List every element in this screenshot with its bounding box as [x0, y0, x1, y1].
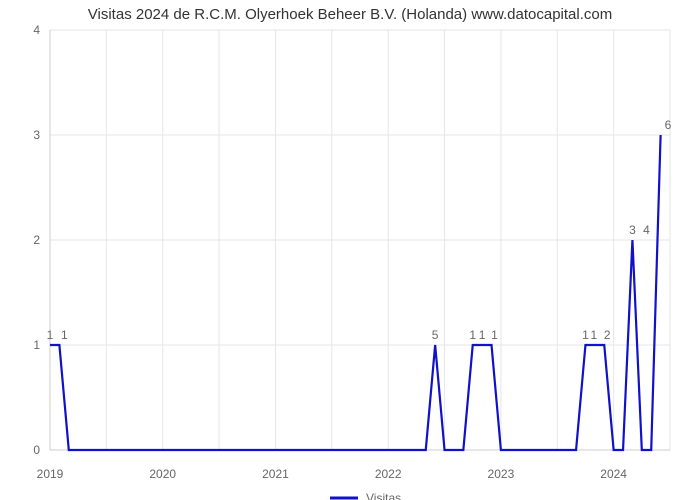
- legend-label: Visitas: [366, 491, 401, 500]
- point-label: 2: [604, 328, 611, 342]
- point-label: 4: [643, 223, 650, 237]
- y-tick-label: 4: [33, 23, 40, 37]
- point-label: 1: [491, 328, 498, 342]
- visits-chart: Visitas 2024 de R.C.M. Olyerhoek Beheer …: [0, 0, 700, 500]
- x-tick-year: 2021: [262, 467, 289, 481]
- x-tick-year: 2019: [37, 467, 64, 481]
- point-label: 1: [582, 328, 589, 342]
- point-label: 6: [665, 118, 672, 132]
- x-tick-year: 2024: [600, 467, 627, 481]
- y-tick-label: 2: [33, 233, 40, 247]
- point-label: 5: [432, 328, 439, 342]
- y-tick-label: 1: [33, 338, 40, 352]
- point-label: 1: [469, 328, 476, 342]
- chart-svg: 0123420192020202120222023202411511111234…: [0, 0, 700, 500]
- y-tick-label: 0: [33, 443, 40, 457]
- y-tick-label: 3: [33, 128, 40, 142]
- point-label: 1: [479, 328, 486, 342]
- point-label: 1: [61, 328, 68, 342]
- x-tick-year: 2023: [488, 467, 515, 481]
- point-label: 1: [47, 328, 54, 342]
- chart-title: Visitas 2024 de R.C.M. Olyerhoek Beheer …: [0, 6, 700, 23]
- x-tick-year: 2020: [149, 467, 176, 481]
- x-tick-year: 2022: [375, 467, 402, 481]
- point-label: 3: [629, 223, 636, 237]
- point-label: 1: [591, 328, 598, 342]
